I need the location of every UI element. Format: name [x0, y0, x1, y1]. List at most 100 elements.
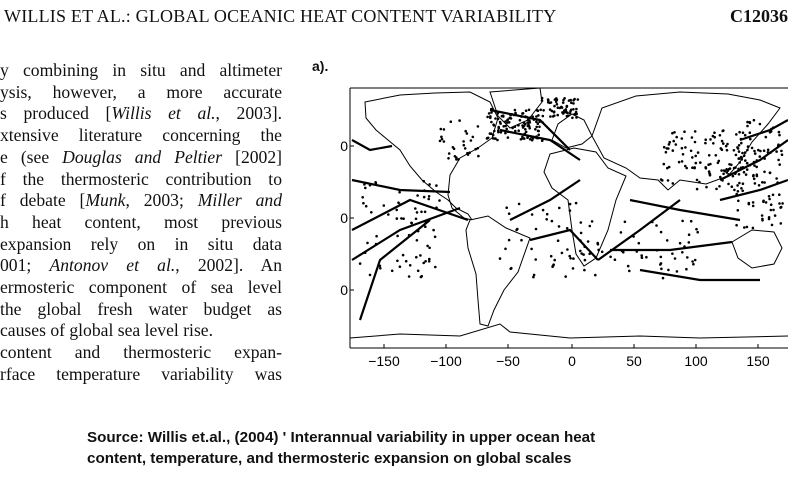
profile-dot [535, 135, 538, 138]
profile-dot [572, 257, 575, 260]
profile-dot [407, 233, 411, 237]
profile-dot [550, 219, 554, 223]
profile-dot [721, 179, 724, 182]
profile-dot [744, 159, 747, 162]
body-text-line: content and thermosteric expan- [0, 342, 282, 364]
profile-dot [740, 187, 743, 190]
profile-dot [455, 156, 458, 159]
profile-dot [463, 147, 467, 150]
profile-dot [562, 98, 565, 102]
profile-dot [522, 124, 526, 127]
ship-track-line [529, 228, 599, 261]
profile-dot [680, 137, 684, 140]
profile-dot [513, 125, 517, 129]
profile-dot [741, 131, 745, 134]
profile-dot [579, 239, 582, 242]
profile-dot [396, 234, 399, 238]
profile-dot [498, 257, 502, 260]
profile-dot [569, 257, 572, 260]
profile-dot [553, 104, 556, 108]
profile-dot [542, 109, 545, 112]
profile-dot [724, 144, 728, 148]
profile-dot [779, 205, 783, 209]
profile-dot [583, 245, 586, 248]
profile-dot [528, 138, 532, 141]
profile-dot [546, 100, 550, 104]
profile-dot [516, 227, 519, 231]
profile-dot [597, 248, 600, 252]
profile-dot [730, 185, 734, 188]
profile-dot [741, 151, 744, 155]
profile-dot [720, 169, 723, 172]
profile-dot [458, 119, 461, 122]
ship-track-line [351, 178, 451, 194]
profile-dot [486, 136, 490, 140]
profile-dot [586, 240, 590, 243]
profile-dot [768, 171, 772, 175]
citation-text: Douglas and Peltier [62, 146, 223, 167]
profile-dot [457, 158, 460, 161]
profile-dot [561, 101, 565, 104]
profile-dot [528, 116, 531, 120]
profile-dot [780, 149, 783, 153]
profile-dot [496, 138, 499, 142]
profile-dot [752, 118, 756, 122]
profile-dot [540, 139, 544, 143]
profile-dot [667, 268, 670, 272]
profile-dot [548, 108, 552, 111]
profile-dot [768, 197, 771, 201]
profile-dot [434, 265, 437, 269]
profile-dot [640, 254, 643, 257]
profile-dot [681, 153, 685, 156]
profile-dot [739, 166, 743, 169]
profile-dot [746, 148, 749, 152]
profile-dot [681, 219, 684, 223]
profile-dot [422, 261, 425, 265]
caption-line-2: content, temperature, and thermosteric e… [87, 450, 572, 467]
profile-dot [691, 166, 694, 169]
profile-dot [596, 243, 600, 246]
profile-dot [687, 233, 691, 236]
profile-dot [666, 179, 670, 182]
profile-dot [464, 129, 467, 133]
profile-dot [672, 139, 675, 143]
text-run: rface temperature variability was [0, 363, 282, 384]
profile-dot [709, 138, 712, 141]
profile-dot [667, 165, 671, 169]
profile-dot [661, 276, 665, 280]
ship-track-line [351, 206, 461, 261]
profile-dot [526, 136, 529, 139]
profile-dot [532, 118, 536, 121]
profile-dot [554, 100, 558, 104]
profile-dot [468, 151, 471, 154]
profile-dot [746, 124, 749, 128]
profile-dot [745, 162, 749, 165]
profile-dot [474, 147, 477, 151]
profile-dot [507, 238, 511, 242]
profile-dot [530, 213, 534, 216]
profile-dot [613, 258, 617, 261]
profile-dot [740, 141, 743, 145]
profile-dot [659, 230, 663, 234]
profile-dot [540, 96, 544, 100]
profile-dot [494, 110, 497, 113]
citation-text: Willis et al. [111, 103, 216, 124]
y-tick-label: −50 [340, 282, 348, 298]
profile-dot [532, 273, 536, 277]
profile-dot [499, 131, 503, 134]
text-run: xtensive literature concerning the [0, 125, 282, 146]
profile-dot [609, 255, 612, 259]
greenland-outline [489, 87, 543, 129]
profile-dot [655, 248, 659, 252]
profile-dot [685, 166, 688, 170]
profile-dot [519, 138, 523, 141]
continent-outlines [349, 87, 788, 339]
profile-dot [427, 260, 431, 263]
profile-dot [664, 150, 668, 154]
profile-dot [662, 145, 666, 149]
profile-dot [684, 146, 687, 149]
profile-dot [416, 194, 419, 197]
profile-dot [719, 175, 722, 179]
profile-dot [568, 209, 572, 212]
profile-dot [680, 160, 684, 163]
